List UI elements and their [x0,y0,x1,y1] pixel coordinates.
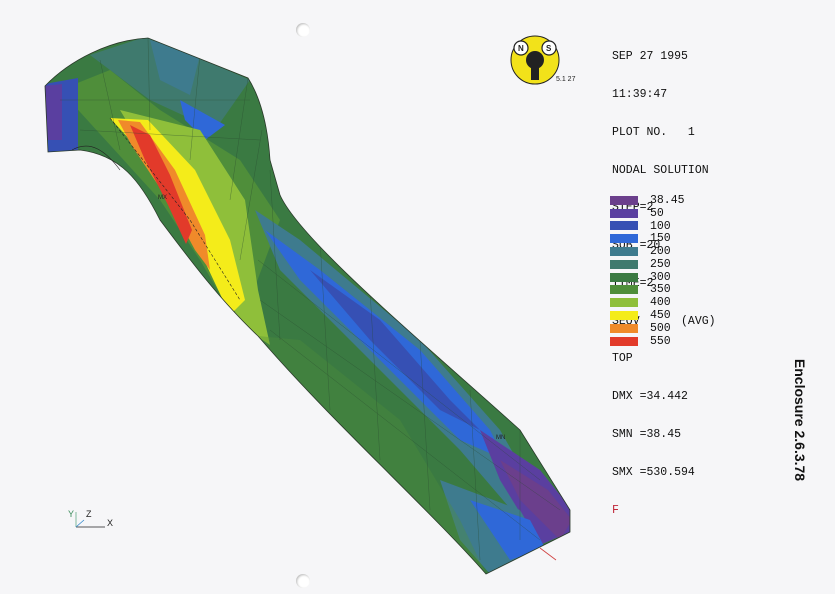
units-label: F [612,503,619,517]
legend-swatch [610,247,638,257]
legend-label: 250 [650,257,671,271]
legend-row: 550 [610,335,685,348]
legend-swatch [610,221,638,231]
plot-date: SEP 27 1995 [612,50,688,64]
plot-time: 11:39:47 [612,87,668,101]
max-marker: MX [158,195,167,201]
legend-swatch [610,259,638,269]
legend-row: 450 [610,309,685,322]
legend-label: 300 [650,270,671,284]
legend-label: 450 [650,309,671,323]
axis-x-label: X [107,518,114,528]
legend-label: 350 [650,283,671,297]
svg-text:N: N [518,44,524,53]
legend-swatch [610,323,638,333]
legend-swatch [610,336,638,346]
min-marker: MN [496,435,506,441]
legend-row: 250 [610,258,685,271]
axis-z-label: Z [86,509,92,519]
legend-label: 38.45 [650,193,685,207]
legend-label: 500 [650,321,671,335]
legend-label: 200 [650,245,671,259]
legend-swatch [610,298,638,308]
punch-hole-top [296,23,310,37]
smn-value: SMN =38.45 [612,428,682,441]
legend-label: 50 [650,206,664,220]
legend-row: 400 [610,296,685,309]
punch-hole-bottom [296,574,310,588]
legend-swatch [610,208,638,218]
dmx-value: DMX =34.442 [612,390,688,404]
legend-row: 38.45 [610,194,685,207]
smx-value: SMX =530.594 [612,465,695,479]
solution-type: NODAL SOLUTION [612,163,709,177]
version-label: 5.1 27 [556,76,576,83]
legend-label: 150 [650,232,671,246]
legend-label: 550 [650,334,671,348]
legend-row: 200 [610,245,685,258]
axis-y-label: Y [68,509,75,519]
legend-row: 50 [610,207,685,220]
legend-label: 100 [650,219,671,233]
legend-swatch [610,285,638,295]
legend-row: 150 [610,232,685,245]
legend-swatch [610,311,638,321]
legend-swatch [610,195,638,205]
view-label: TOP [612,352,633,366]
legend-row: 100 [610,220,685,233]
contour-legend: 38.45 50 100 150 200 250 300 350 400 450… [610,194,685,348]
legend-row: 300 [610,271,685,284]
svg-text:S: S [546,44,552,53]
legend-label: 400 [650,296,671,310]
legend-row: 500 [610,322,685,335]
legend-swatch [610,272,638,282]
legend-row: 350 [610,283,685,297]
ansys-logo-icon: N S [510,35,560,85]
plot-number: PLOT NO. 1 [612,125,695,139]
legend-swatch [610,234,638,244]
enclosure-label: Enclosure 2.6.3.78 [792,358,808,482]
axis-triad-icon [75,512,105,528]
